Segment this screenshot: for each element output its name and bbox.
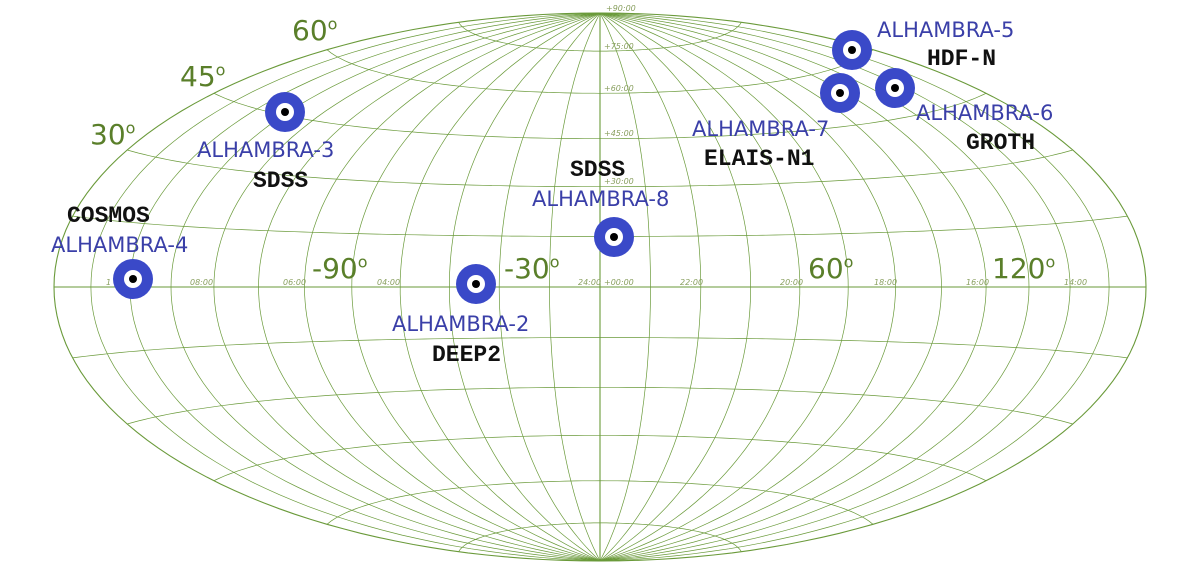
field-name: ALHAMBRA-5 <box>877 18 1015 42</box>
field-marker-alhambra-4[interactable] <box>113 259 153 299</box>
parallel-line <box>127 149 1073 188</box>
degree-label: -90o <box>312 252 368 285</box>
field-name: ALHAMBRA-7 <box>692 117 830 141</box>
field-marker-alhambra-3[interactable] <box>265 92 305 132</box>
field-name: ALHAMBRA-6 <box>916 101 1054 125</box>
field-name: ALHAMBRA-2 <box>392 312 530 336</box>
ra-tick: 06:00 <box>283 278 307 287</box>
ra-tick: 18:00 <box>874 278 898 287</box>
ra-tick: 08:00 <box>190 278 214 287</box>
survey-name: GROTH <box>966 130 1036 156</box>
field-marker-alhambra-6[interactable] <box>875 68 915 108</box>
parallel-line <box>127 386 1073 425</box>
parallel-line <box>326 480 874 525</box>
ra-tick: 1 <box>106 278 112 287</box>
field-name: ALHAMBRA-3 <box>197 138 335 162</box>
dec-tick: +30:00 <box>604 177 634 186</box>
survey-name: SDSS <box>253 168 309 194</box>
field-marker-alhambra-7[interactable] <box>820 73 860 113</box>
survey-name: ELAIS-N1 <box>704 146 815 172</box>
field-name: ALHAMBRA-8 <box>532 187 670 211</box>
ra-tick: 24:00 <box>578 278 602 287</box>
parallel-line <box>458 22 742 52</box>
ra-tick: 16:00 <box>966 278 990 287</box>
parallel-line <box>72 337 1128 359</box>
dec-tick: +60:00 <box>604 84 634 93</box>
dec-tick: +75:00 <box>604 42 634 51</box>
ra-tick: 04:00 <box>377 278 401 287</box>
survey-name: HDF-N <box>927 46 997 72</box>
survey-name: SDSS <box>570 157 626 183</box>
parallel-line <box>213 434 987 482</box>
parallel-line <box>326 49 874 94</box>
survey-name: DEEP2 <box>432 342 502 368</box>
ra-tick: 22:00 <box>680 278 704 287</box>
degree-label: 60o <box>292 14 338 47</box>
dec-tick: +45:00 <box>604 129 634 138</box>
field-marker-alhambra-2[interactable] <box>456 264 496 304</box>
degree-label: 60o <box>808 252 854 285</box>
degree-label: -30o <box>504 252 560 285</box>
parallel-line <box>458 522 742 552</box>
degree-label: 45o <box>180 60 226 93</box>
field-marker-alhambra-5[interactable] <box>832 30 872 70</box>
survey-name: COSMOS <box>67 203 150 229</box>
degree-label: 120o <box>992 252 1056 285</box>
field-name: ALHAMBRA-4 <box>51 233 189 257</box>
degree-label: 30o <box>90 118 136 151</box>
parallel-line <box>213 92 987 140</box>
ra-tick: 14:00 <box>1064 278 1088 287</box>
field-marker-alhambra-8[interactable] <box>594 217 634 257</box>
dec-tick: +90:00 <box>606 4 636 13</box>
dec-tick: +00:00 <box>604 278 634 287</box>
ra-tick: 20:00 <box>780 278 804 287</box>
